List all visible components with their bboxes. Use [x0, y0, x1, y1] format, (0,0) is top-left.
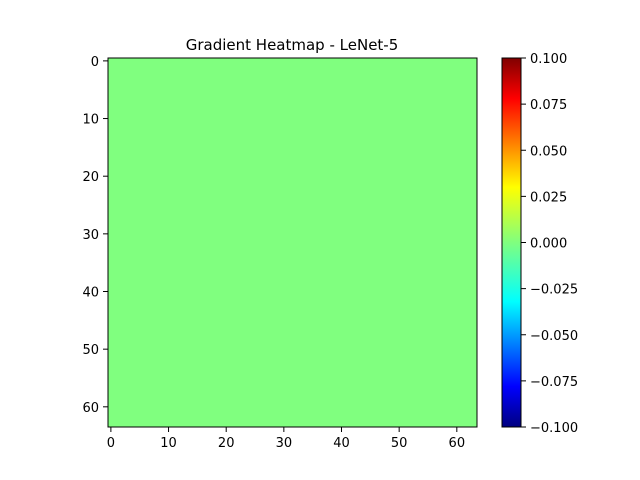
heatmap-cells	[108, 58, 477, 427]
y-tick-label: 20	[82, 170, 99, 185]
y-tick-label: 0	[91, 55, 99, 70]
x-tick-label: 50	[391, 436, 408, 451]
y-tick-label: 40	[82, 286, 99, 301]
colorbar-axis: 0.100 0.075 0.050 0.025 0.000 −0.025 −0.050 −0.…	[521, 52, 578, 436]
colorbar-tick-label: −0.025	[530, 283, 578, 298]
chart-title: Gradient Heatmap - LeNet-5	[186, 36, 399, 54]
x-tick-label: 60	[449, 436, 466, 451]
x-tick-label: 0	[107, 436, 115, 451]
y-tick-label: 10	[82, 113, 99, 128]
colorbar-tick-label: 0.100	[530, 52, 567, 67]
colorbar-tick-label: −0.100	[530, 421, 578, 436]
y-tick-label: 30	[82, 228, 99, 243]
x-tick-label: 40	[333, 436, 350, 451]
colorbar	[502, 58, 521, 427]
colorbar-tick-label: 0.075	[530, 98, 567, 113]
colorbar-tick-label: −0.050	[530, 329, 578, 344]
y-axis: 0 10 20 30 40 50 60	[82, 55, 108, 416]
y-tick-label: 50	[82, 343, 99, 358]
plot-frame	[107, 57, 478, 428]
x-tick-label: 30	[276, 436, 293, 451]
colorbar-tick-label: 0.050	[530, 144, 567, 159]
x-tick-label: 20	[218, 436, 235, 451]
colorbar-tick-label: −0.075	[530, 375, 578, 390]
y-tick-label: 60	[82, 401, 99, 416]
colorbar-tick-label: 0.000	[530, 237, 567, 252]
x-axis: 0 10 20 30 40 50 60	[107, 427, 465, 451]
colorbar-tick-label: 0.025	[530, 190, 567, 205]
x-tick-label: 10	[160, 436, 177, 451]
